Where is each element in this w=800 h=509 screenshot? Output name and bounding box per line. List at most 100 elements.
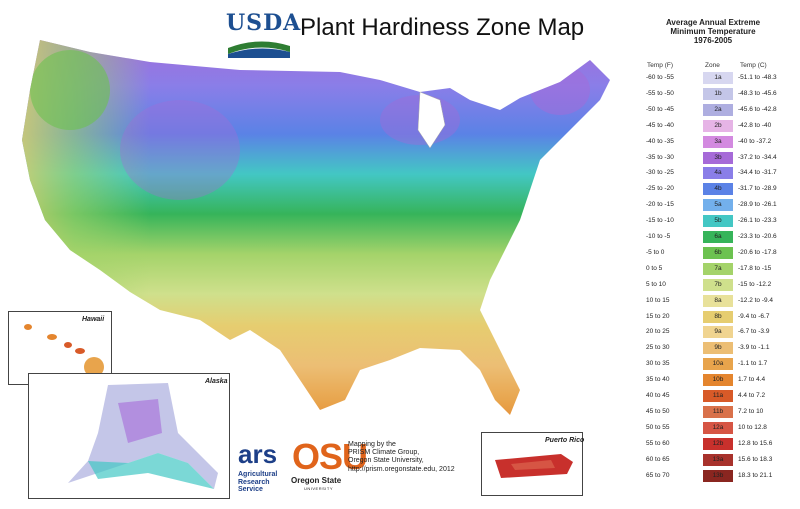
alaska-inset (28, 373, 230, 499)
puerto-rico-label: Puerto Rico (545, 437, 585, 444)
legend-temp-f: 50 to 55 (646, 423, 670, 431)
legend-temp-c: 15.6 to 18.3 (738, 455, 773, 463)
legend-row: -60 to -55 1a -51.1 to -48.3 (640, 71, 790, 85)
legend-temp-c: -45.6 to -42.8 (738, 105, 777, 113)
legend-zone-swatch: 10a (703, 358, 733, 371)
legend-temp-c: -12.2 to -9.4 (738, 296, 774, 304)
legend-temp-f: -10 to -5 (646, 233, 671, 240)
legend-row: -45 to -40 2b -42.8 to -40 (640, 119, 790, 133)
legend-row: -10 to -5 6a -23.3 to -20.6 (640, 230, 790, 244)
legend-temp-f: 20 to 25 (646, 328, 670, 336)
hawaii-label: Hawaii (82, 316, 105, 323)
legend-zone-swatch: 4b (703, 183, 733, 196)
legend-temp-c: -17.8 to -15 (738, 264, 772, 272)
legend-temp-c: -1.1 to 1.7 (738, 360, 768, 368)
legend-row: -55 to -50 1b -48.3 to -45.6 (640, 87, 790, 101)
us-zone-map (22, 40, 610, 415)
legend-row: -25 to -20 4b -31.7 to -28.9 (640, 182, 790, 196)
legend-zone-swatch: 12b (703, 437, 733, 450)
legend-zone-swatch: 6a (703, 231, 733, 243)
credit-line1: Mapping by the (348, 441, 396, 448)
legend-zone-swatch: 7a (703, 262, 733, 275)
legend-zone-swatch: 6b (703, 246, 733, 259)
legend-temp-c: -20.6 to -17.8 (738, 248, 777, 256)
credit-line3: Oregon State University, (348, 457, 424, 465)
ars-mark: ars (238, 439, 277, 469)
legend-row: -30 to -25 4a -34.4 to -31.7 (640, 166, 790, 180)
legend-temp-f: 40 to 45 (646, 392, 670, 399)
usda-logo-icon (228, 41, 290, 58)
legend-title-line1: Average Annual Extreme (665, 18, 761, 27)
legend-row: 55 to 60 12b 12.8 to 15.6 (640, 437, 790, 451)
legend-row: 30 to 35 10a -1.1 to 1.7 (640, 357, 790, 371)
legend-zone-swatch: 2a (703, 103, 733, 116)
legend-row: -5 to 0 6b -20.6 to -17.8 (640, 246, 790, 260)
legend-temp-c: -23.3 to -20.6 (738, 233, 777, 240)
legend-row: 45 to 50 11b 7.2 to 10 (640, 405, 790, 419)
legend-title: Average Annual Extreme Minimum Temperatu… (636, 18, 790, 45)
legend-zone-swatch: 1b (703, 87, 733, 100)
legend-temp-f: -15 to -10 (646, 217, 674, 225)
ars-line1: Agricultural (238, 471, 278, 478)
legend-temp-f: 35 to 40 (646, 376, 670, 384)
legend-row: 25 to 30 9b -3.9 to -1.1 (640, 341, 790, 355)
legend-row: 20 to 25 9a -6.7 to -3.9 (640, 325, 790, 339)
usda-logo-text: USDA (226, 10, 302, 36)
legend-header-zone: Zone (705, 62, 720, 69)
legend-row: -20 to -15 5a -28.9 to -26.1 (640, 198, 790, 212)
legend-header-temp-c: Temp (C) (740, 62, 767, 69)
legend-row: 40 to 45 11a 4.4 to 7.2 (640, 389, 790, 403)
legend-row: -35 to -30 3b -37.2 to -34.4 (640, 151, 790, 165)
legend-temp-f: -45 to -40 (646, 121, 674, 129)
legend-temp-f: 45 to 50 (646, 407, 670, 415)
legend-row: -40 to -35 3a -40 to -37.2 (640, 135, 790, 149)
map-title: Plant Hardiness Zone Map (300, 14, 585, 41)
legend-temp-c: -3.9 to -1.1 (738, 344, 770, 352)
legend-zone-swatch: 10b (703, 374, 733, 387)
legend-temp-c: -9.4 to -6.7 (738, 312, 770, 320)
osu-logo-mark: OSU (292, 436, 368, 477)
legend-row: 5 to 10 7b -15 to -12.2 (640, 278, 790, 292)
legend-temp-c: 18.3 to 21.1 (738, 471, 773, 479)
ars-name: Agricultural Research Service (238, 471, 277, 494)
legend-zone-swatch: 11b (703, 405, 733, 418)
legend-temp-f: 10 to 15 (646, 296, 670, 304)
legend-zone-swatch: 9b (703, 342, 733, 355)
legend-temp-c: -15 to -12.2 (738, 280, 772, 288)
legend-zone-swatch: 13b (703, 469, 733, 482)
ars-line3: Service (238, 486, 263, 493)
legend-row: 60 to 65 13a 15.6 to 18.3 (640, 453, 790, 467)
legend-temp-f: -30 to -25 (646, 169, 674, 177)
legend-temp-f: 30 to 35 (646, 360, 670, 368)
mapping-credit: Mapping by the PRISM Climate Group, Oreg… (348, 441, 484, 474)
legend-temp-f: -40 to -35 (646, 137, 674, 145)
legend-zone-swatch: 8b (703, 310, 733, 323)
legend-temp-f: 15 to 20 (646, 312, 670, 320)
legend-temp-f: 55 to 60 (646, 439, 670, 447)
legend-row: 10 to 15 8a -12.2 to -9.4 (640, 294, 790, 308)
legend-zone-swatch: 4a (703, 167, 733, 180)
osu-logo-name: Oregon State (291, 476, 342, 485)
hawaii-inset (8, 311, 112, 385)
legend-row: -50 to -45 2a -45.6 to -42.8 (640, 103, 790, 117)
legend-title-line2: Minimum Temperature (670, 27, 756, 36)
legend-temp-c: 12.8 to 15.6 (738, 439, 773, 447)
legend-row: 65 to 70 13b 18.3 to 21.1 (640, 469, 790, 483)
legend-temp-c: -34.4 to -31.7 (738, 169, 777, 177)
legend-zone-swatch: 12a (703, 421, 733, 434)
legend-temp-c: 7.2 to 10 (738, 407, 764, 415)
legend-temp-f: 5 to 10 (646, 280, 666, 288)
legend-row: 15 to 20 8b -9.4 to -6.7 (640, 310, 790, 324)
legend-zone-swatch: 9a (703, 326, 733, 339)
legend-row: -15 to -10 5b -26.1 to -23.3 (640, 214, 790, 228)
legend-temp-f: -50 to -45 (646, 105, 674, 113)
osu-logo-university: UNIVERSITY (304, 486, 334, 491)
legend-temp-f: -20 to -15 (646, 201, 674, 209)
ars-line2: Research (238, 478, 270, 486)
legend-temp-f: 60 to 65 (646, 455, 670, 463)
legend-zone-swatch: 11a (703, 390, 733, 402)
legend-temp-c: -51.1 to -48.3 (738, 74, 777, 81)
legend-temp-c: 1.7 to 4.4 (738, 376, 766, 384)
legend-temp-f: 0 to 5 (646, 264, 663, 272)
legend-temp-c: -40 to -37.2 (738, 137, 772, 145)
